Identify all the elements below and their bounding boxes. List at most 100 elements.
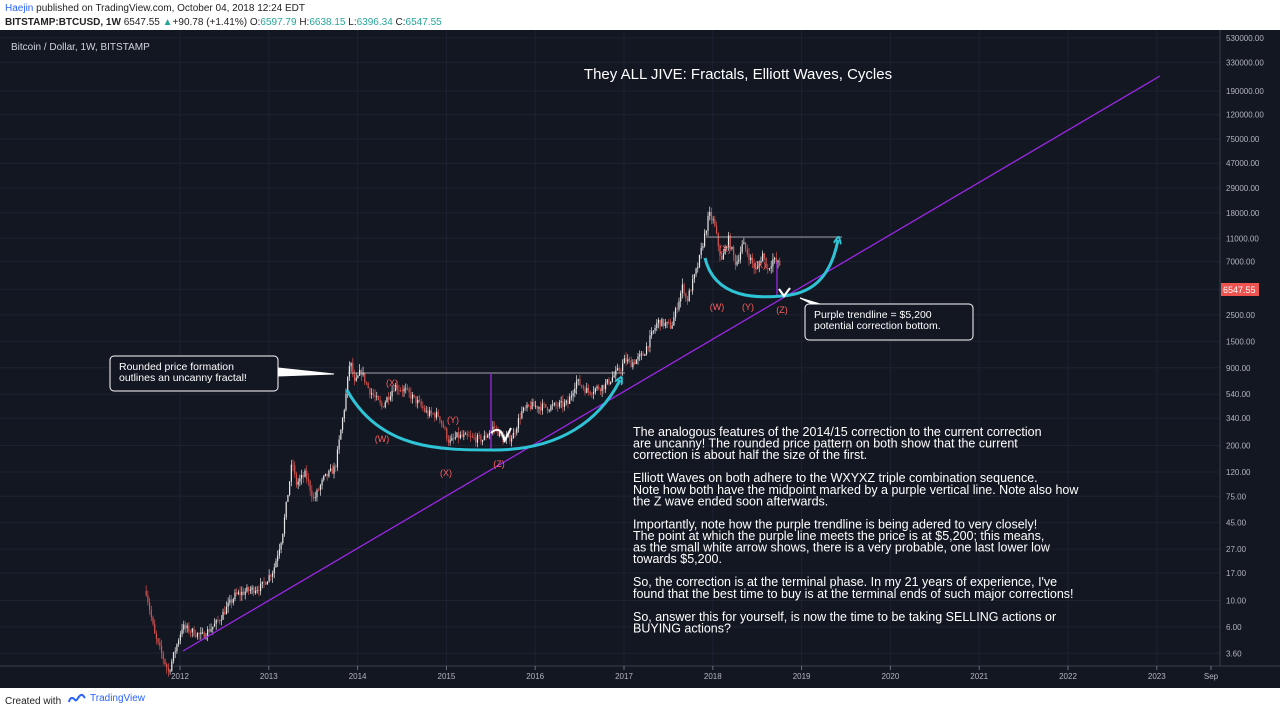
candle-body <box>676 308 678 310</box>
fractal-arc-2018 <box>703 240 838 299</box>
candle-body <box>172 652 175 662</box>
candle-body <box>454 437 456 439</box>
price-chart[interactable]: 1400000.00850000.00530000.00330000.00190… <box>0 30 1280 688</box>
high-value: 6638.15 <box>309 17 346 28</box>
candle-body <box>611 377 613 382</box>
candle-body <box>401 390 403 392</box>
candle-body <box>671 325 673 329</box>
candle-body <box>195 635 197 637</box>
candle-body <box>328 470 330 477</box>
candle-body <box>229 599 231 603</box>
candle-body <box>442 423 444 428</box>
candle-body <box>584 388 586 393</box>
candle-body <box>341 418 344 430</box>
y-tick-label: 2500.00 <box>1226 311 1255 320</box>
publish-header: Haejin published on TradingView.com, Oct… <box>0 0 1280 30</box>
commentary-line: towards $5,200. <box>633 552 722 566</box>
price-axis[interactable]: 1400000.00850000.00530000.00330000.00190… <box>1226 30 1269 658</box>
last-price-badge <box>1221 283 1259 296</box>
candle-body <box>275 560 277 568</box>
y-tick-label: 120000.00 <box>1226 111 1264 120</box>
candle-body <box>444 427 446 429</box>
tradingview-link[interactable]: TradingView <box>68 693 145 704</box>
ohlc-line: BITSTAMP:BTCUSD, 1W 6547.55 ▲+90.78 (+1.… <box>5 17 442 28</box>
open-label: O: <box>249 17 261 28</box>
candle-body <box>389 396 391 400</box>
candle-body <box>369 388 371 395</box>
candle-body <box>557 405 559 407</box>
candle-body <box>300 474 303 479</box>
candle-body <box>545 403 547 408</box>
candle-body <box>150 610 152 618</box>
candle-body <box>645 346 648 355</box>
candle-body <box>331 468 333 474</box>
candle-body <box>775 257 777 263</box>
author-link[interactable]: Haejin <box>5 3 34 14</box>
candle-body <box>237 592 239 594</box>
candle-body <box>480 435 482 442</box>
candle-body <box>731 247 733 250</box>
candle-body <box>312 496 315 498</box>
candle-body <box>271 573 274 577</box>
candles <box>145 206 781 677</box>
candle-body <box>239 592 241 596</box>
candle-body <box>326 473 328 477</box>
candle-body <box>599 389 602 392</box>
candle-body <box>446 428 448 439</box>
y-tick-label: 330000.00 <box>1226 58 1264 67</box>
candle-body <box>499 431 501 436</box>
grid <box>0 30 1220 666</box>
candle-body <box>522 407 525 412</box>
candle-body <box>425 410 427 412</box>
candle-body <box>628 359 631 361</box>
candle-body <box>678 301 680 310</box>
candle-body <box>555 403 557 406</box>
candle-body <box>625 358 627 362</box>
wave-label: (X) <box>440 468 452 478</box>
candle-body <box>623 358 625 364</box>
candle-body <box>637 356 639 360</box>
candle-body <box>632 362 634 368</box>
candle-body <box>176 644 178 652</box>
candle-body <box>748 253 750 261</box>
candle-body <box>347 376 349 394</box>
candle-body <box>348 366 350 377</box>
candle-body <box>703 233 706 247</box>
candle-body <box>613 375 615 378</box>
candle-body <box>649 335 651 348</box>
fractal-arc-2014 <box>345 380 620 452</box>
candle-body <box>290 464 292 482</box>
candle-body <box>297 481 299 485</box>
candle-body <box>423 408 426 412</box>
trendline-callout-box <box>804 303 974 341</box>
candle-body <box>376 396 378 398</box>
candle-body <box>458 432 460 438</box>
publish-line: Haejin published on TradingView.com, Oct… <box>5 3 305 14</box>
candle-body <box>377 396 380 401</box>
candle-body <box>468 435 470 437</box>
candle-body <box>429 410 431 416</box>
candle-body <box>688 290 690 302</box>
close-value: 6547.55 <box>405 17 442 28</box>
fractal-callout-text: Rounded price formation <box>119 361 234 373</box>
time-axis[interactable]: 2012 2013 2014 2015 2016 2017 2018 2019 2020 2021… <box>171 666 1219 681</box>
candle-body <box>435 411 438 418</box>
candle-body <box>481 439 484 442</box>
candle-body <box>439 416 441 421</box>
candle-body <box>324 473 327 476</box>
candle-body <box>464 433 467 435</box>
candle-body <box>524 407 526 409</box>
candle-body <box>526 404 528 409</box>
candle-body <box>630 360 632 368</box>
chart-title: They ALL JIVE: Fractals, Elliott Waves, … <box>584 66 892 83</box>
candle-body <box>663 319 665 326</box>
candle-body <box>352 362 354 375</box>
candle-body <box>521 411 523 419</box>
candle-body <box>722 253 724 260</box>
candle-body <box>362 372 364 376</box>
candle-body <box>666 321 668 323</box>
candle-body <box>569 397 571 405</box>
candle-body <box>265 582 267 585</box>
candle-body <box>415 396 417 404</box>
